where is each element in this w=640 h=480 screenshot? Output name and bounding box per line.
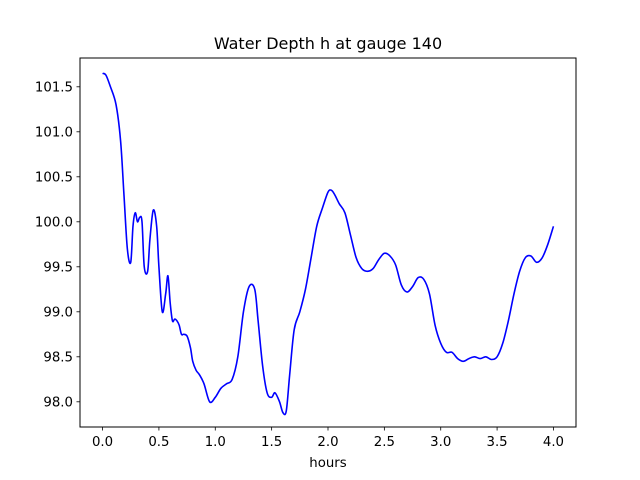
series-line [102, 72, 555, 416]
y-tick-label: 100.5 [35, 170, 73, 185]
x-tick-label: 3.0 [430, 435, 451, 450]
y-tick-label: 98.5 [43, 350, 73, 365]
plot-area [102, 72, 555, 416]
axis-ticks: 0.0 0.5 1.0 1.5 2.0 2.5 3.0 3.5 4.0 98.0 98.5 99.0 9… [35, 80, 564, 450]
x-tick-label: 0.5 [148, 435, 169, 450]
y-tick-label: 99.5 [43, 260, 73, 275]
y-tick-label: 101.5 [35, 80, 73, 95]
y-tick-label: 100.0 [35, 215, 73, 230]
x-tick-label: 2.0 [317, 435, 338, 450]
chart-title: Water Depth h at gauge 140 [214, 34, 442, 53]
axes-frame [79, 57, 577, 428]
x-tick-label: 1.0 [205, 435, 226, 450]
x-tick-label: 2.5 [374, 435, 395, 450]
x-tick-label: 1.5 [261, 435, 282, 450]
y-tick-label: 99.0 [43, 305, 73, 320]
x-tick-label: 0.0 [92, 435, 113, 450]
y-tick-label: 101.0 [35, 125, 73, 140]
x-tick-label: 3.5 [487, 435, 508, 450]
x-tick-label: 4.0 [543, 435, 564, 450]
x-axis-label: hours [309, 456, 346, 471]
y-tick-label: 98.0 [43, 395, 73, 410]
